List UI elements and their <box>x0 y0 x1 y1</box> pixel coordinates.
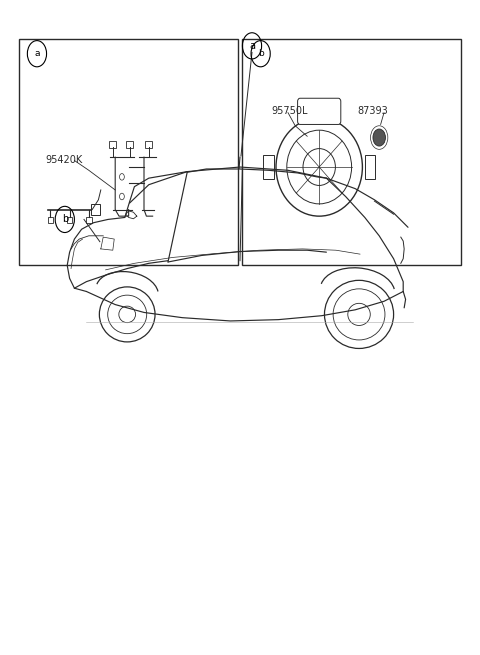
Bar <box>145 141 152 148</box>
Text: 87393: 87393 <box>358 106 388 117</box>
Bar <box>67 217 72 223</box>
Bar <box>263 155 274 179</box>
Polygon shape <box>101 237 114 250</box>
Text: 95750L: 95750L <box>271 106 308 117</box>
Bar <box>91 204 100 215</box>
Text: a: a <box>34 49 40 58</box>
Text: b: b <box>258 49 264 58</box>
Text: b: b <box>61 214 68 225</box>
FancyBboxPatch shape <box>298 98 341 124</box>
Bar <box>242 39 461 265</box>
Bar <box>19 39 238 265</box>
Bar <box>365 155 375 179</box>
Bar <box>109 141 116 148</box>
Bar <box>126 141 133 148</box>
Bar <box>48 217 53 223</box>
Text: a: a <box>249 41 255 51</box>
Circle shape <box>373 129 385 146</box>
Bar <box>86 217 92 223</box>
Text: 95420K: 95420K <box>46 155 83 166</box>
